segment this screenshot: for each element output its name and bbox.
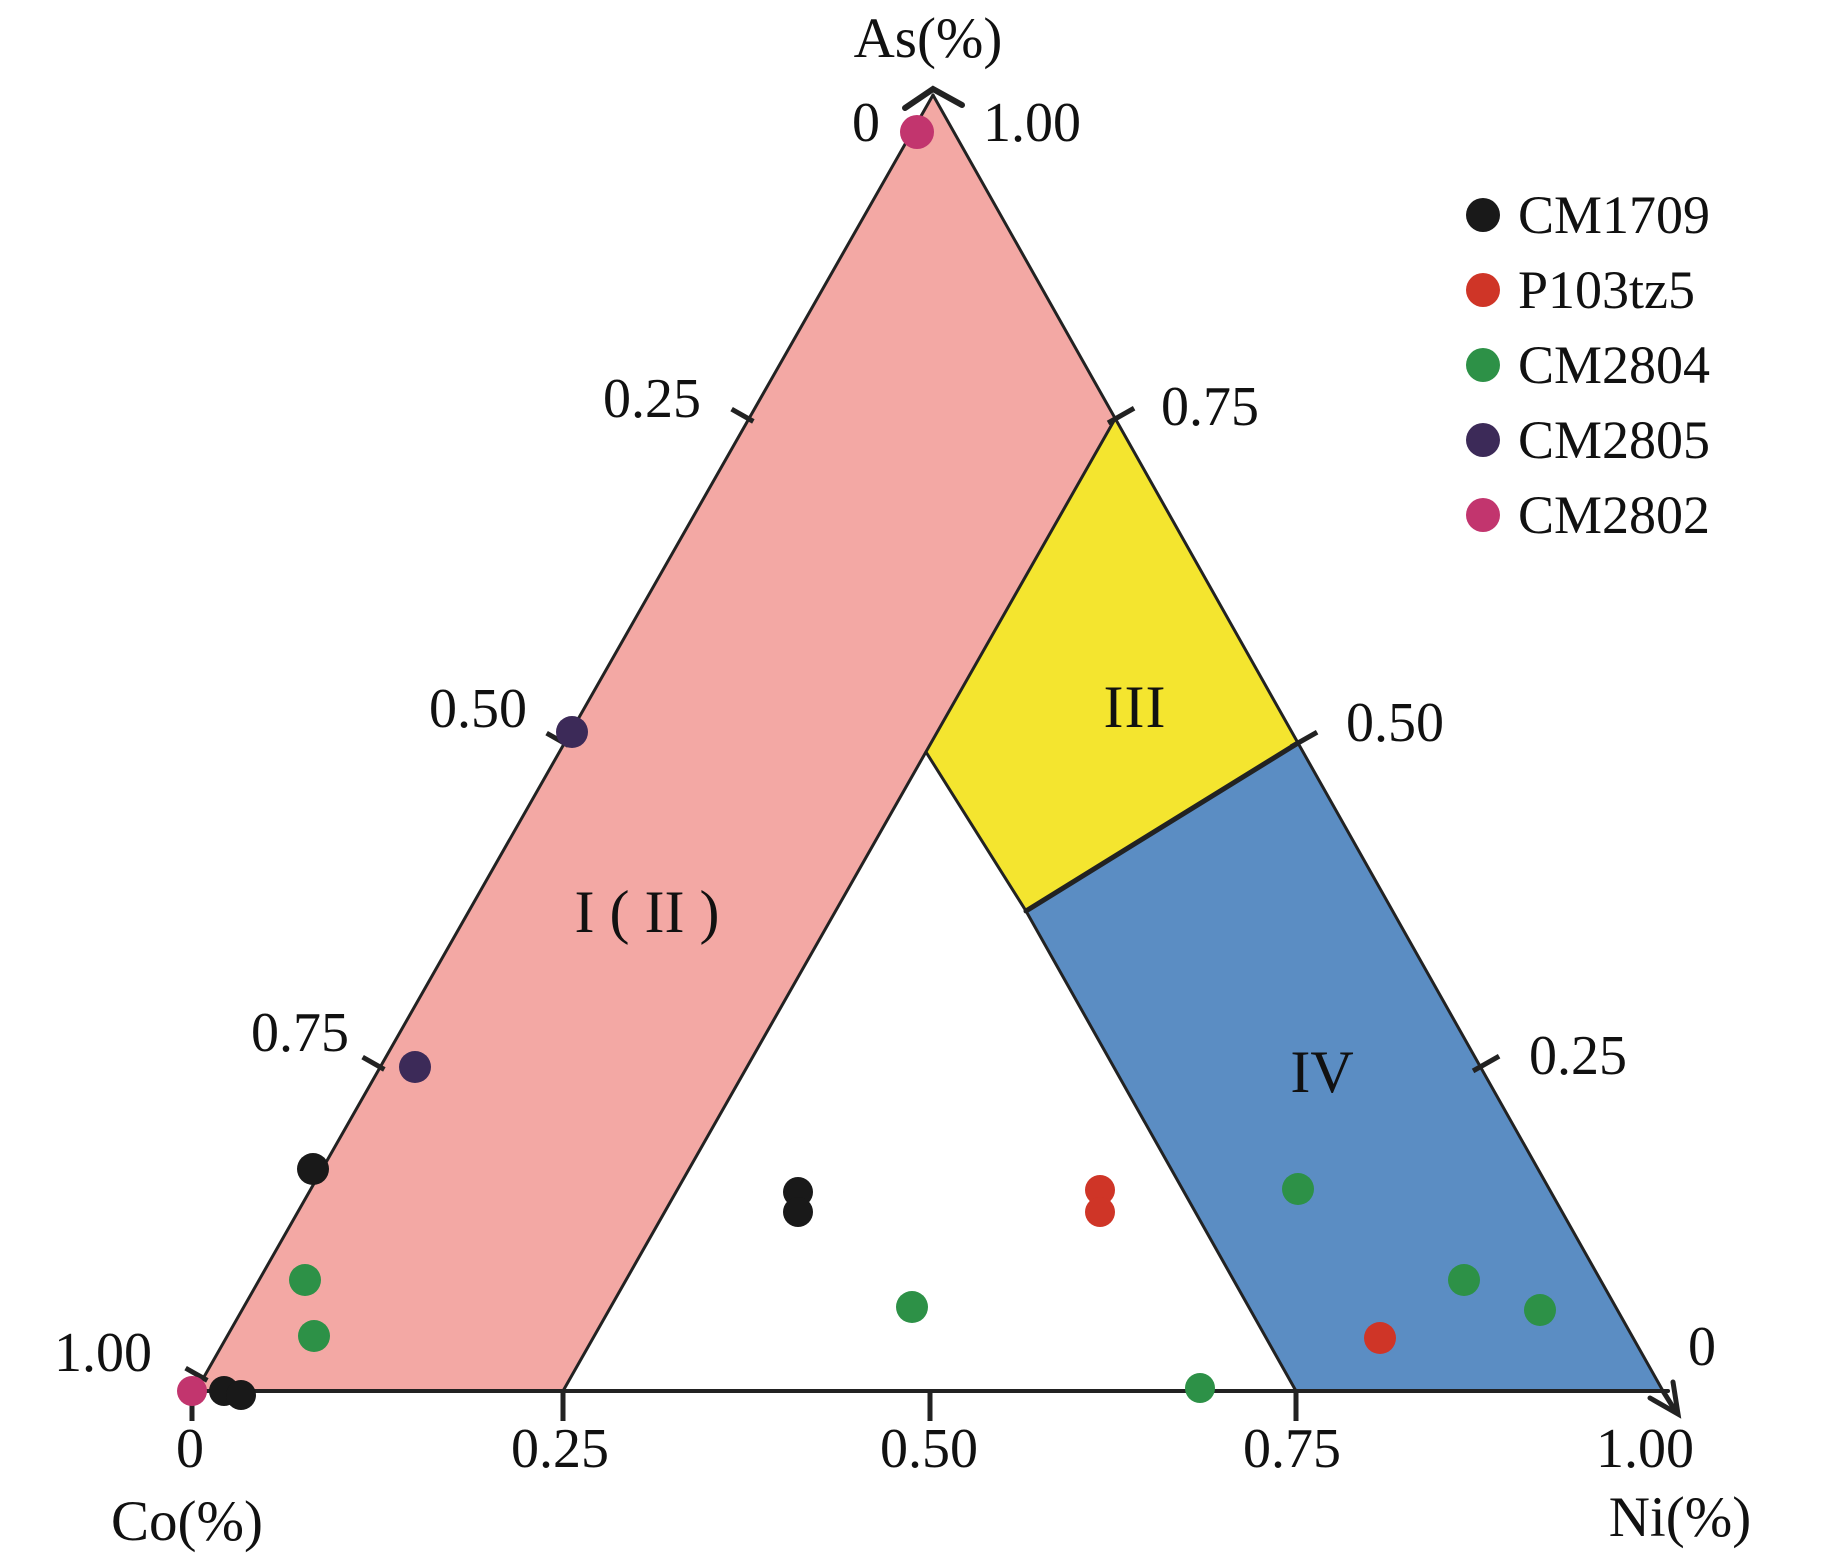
bottom-axis-tick-label: 1.00 (1596, 1418, 1694, 1480)
point-CM2804 (1448, 1264, 1480, 1296)
legend-dot-CM1709 (1466, 198, 1500, 232)
right-axis-tick (1289, 730, 1319, 750)
ticks-layer (184, 406, 1501, 1421)
point-CM2804 (1282, 1173, 1314, 1205)
region-label-III: III (1104, 674, 1167, 740)
bottom-right-axis-arrow-stem (1660, 1389, 1679, 1414)
right-axis-tick-label: 0.25 (1529, 1025, 1627, 1087)
point-CM2804 (1185, 1373, 1215, 1403)
point-CM2804 (896, 1291, 928, 1323)
left-axis-tick-label: 0.50 (429, 678, 527, 740)
bottom-axis-tick-label: 0.25 (511, 1418, 609, 1480)
left-axis-tick (361, 1054, 386, 1072)
left-axis-tick-label: 0 (852, 92, 880, 154)
right-axis-tick-label: 1.00 (983, 92, 1081, 154)
point-CM1709 (226, 1380, 256, 1410)
legend-label-CM2805: CM2805 (1518, 410, 1710, 470)
point-CM2805 (556, 716, 588, 748)
region-label-I-II: I ( II ) (575, 879, 720, 945)
legend-label-CM1709: CM1709 (1518, 185, 1710, 245)
region-III (926, 419, 1298, 911)
left-axis-tick-label: 0.25 (603, 368, 701, 430)
point-P103tz5 (1364, 1322, 1396, 1354)
point-CM2804 (1524, 1294, 1556, 1326)
legend-dot-CM2805 (1466, 423, 1500, 457)
bottom-axis-tick-label: 0 (176, 1418, 204, 1480)
data-points-layer (177, 115, 1556, 1410)
legend-label-P103tz5: P103tz5 (1518, 260, 1695, 320)
legend-dot-CM2802 (1466, 498, 1500, 532)
region-IV (1026, 743, 1663, 1391)
point-CM2804 (289, 1264, 321, 1296)
tick-labels-layer: 0 0.25 0.50 0.75 1.00 1.00 0.75 0.50 0.25 0 0 0.25 0… (54, 92, 1716, 1480)
axis-title-ni: Ni(%) (1609, 1486, 1751, 1549)
left-axis-tick-label: 1.00 (54, 1322, 152, 1384)
top-axis-arrow-icon (902, 85, 965, 111)
axis-title-co: Co(%) (111, 1490, 263, 1553)
bottom-axis-tick-label: 0.75 (1243, 1418, 1341, 1480)
left-axis-tick (730, 406, 755, 424)
point-CM2804 (298, 1320, 330, 1352)
right-axis-tick (1106, 406, 1136, 426)
legend-label-CM2804: CM2804 (1518, 335, 1710, 395)
point-CM1709 (297, 1153, 329, 1185)
boundary-line-2 (561, 417, 1117, 1393)
point-CM2802 (177, 1376, 207, 1406)
bottom-axis-tick-label: 0.50 (880, 1418, 978, 1480)
left-axis-tick-label: 0.75 (251, 1002, 349, 1064)
right-axis-tick-label: 0 (1688, 1316, 1716, 1378)
boundary-line-4 (1023, 740, 1301, 914)
right-axis-tick-label: 0.75 (1161, 376, 1259, 438)
region-label-IV: IV (1290, 1039, 1353, 1105)
left-axis-tick (184, 1365, 209, 1383)
legend-label-CM2802: CM2802 (1518, 485, 1710, 545)
right-axis-tick-label: 0.50 (1346, 692, 1444, 754)
legend-dot-CM2804 (1466, 348, 1500, 382)
legend: CM1709 P103tz5 CM2804 CM2805 CM2802 (1466, 185, 1710, 545)
axis-arrows-layer (902, 85, 1682, 1419)
point-CM2805 (399, 1051, 431, 1083)
legend-dot-P103tz5 (1466, 273, 1500, 307)
point-CM2802 (900, 115, 934, 149)
bottom-right-axis-arrow-icon (1647, 1379, 1682, 1419)
point-CM1709 (783, 1197, 813, 1227)
point-P103tz5 (1085, 1175, 1115, 1205)
point-P103tz5 (1085, 1197, 1115, 1227)
axis-title-as: As(%) (854, 7, 1003, 70)
right-axis-tick (1471, 1054, 1501, 1074)
